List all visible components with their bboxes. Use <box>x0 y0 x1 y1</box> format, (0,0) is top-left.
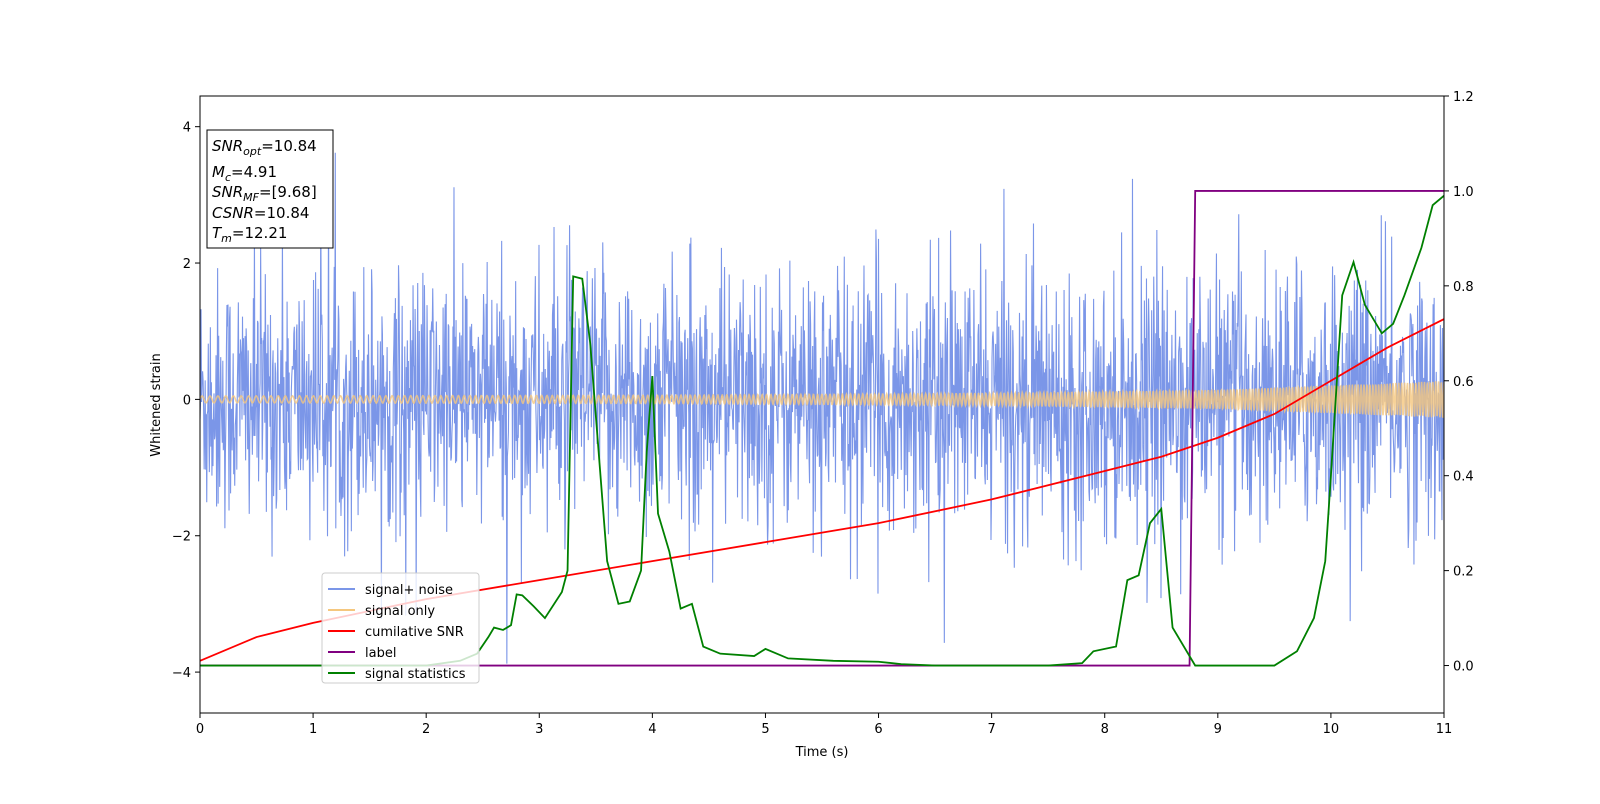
right-y-tick-label: 1.0 <box>1453 185 1474 200</box>
x-tick-label: 6 <box>874 722 882 737</box>
x-tick-label: 4 <box>648 722 656 737</box>
x-axis-ticks: 0 1 2 3 4 5 6 7 8 9 10 11 <box>196 713 1452 737</box>
right-y-tick-label: 0.6 <box>1453 375 1474 390</box>
x-tick-label: 8 <box>1101 722 1109 737</box>
legend-item-signal-only: signal only <box>328 604 435 619</box>
right-y-tick-label: 0.0 <box>1453 660 1474 675</box>
info-snr-opt: SNRopt=10.84 <box>212 137 317 158</box>
legend: signal+ noise signal only cumilative SNR la… <box>321 572 480 684</box>
legend-label: label <box>365 646 396 661</box>
x-tick-label: 9 <box>1214 722 1222 737</box>
series-signal-noise <box>200 152 1444 664</box>
info-snr-mf: SNRMF=[9.68] <box>212 183 317 204</box>
x-tick-label: 10 <box>1323 722 1340 737</box>
info-mc: Mc=4.91 <box>212 163 277 184</box>
legend-label: signal+ noise <box>365 583 453 598</box>
x-tick-label: 1 <box>309 722 317 737</box>
legend-label: signal only <box>365 604 435 619</box>
info-tm: Tm=12.21 <box>212 224 287 245</box>
right-y-axis-ticks: 0.0 0.2 0.4 0.6 0.8 1.0 1.2 <box>1444 90 1474 675</box>
series-signal-statistics <box>200 194 1444 667</box>
y-axis-title: Whitened strain <box>149 353 164 456</box>
right-y-tick-label: 0.8 <box>1453 280 1474 295</box>
right-y-tick-label: 1.2 <box>1453 90 1474 105</box>
x-tick-label: 3 <box>535 722 543 737</box>
series-label <box>200 190 1444 667</box>
left-y-axis-ticks: −4 −2 0 2 4 <box>172 121 200 681</box>
info-box-frame <box>206 129 334 249</box>
info-csnr: CSNR=10.84 <box>212 204 309 222</box>
x-tick-label: 5 <box>761 722 769 737</box>
left-y-tick-label: 2 <box>183 257 191 272</box>
x-axis-title: Time (s) <box>795 745 849 760</box>
x-tick-label: 0 <box>196 722 204 737</box>
left-y-tick-label: 4 <box>183 121 191 136</box>
left-y-tick-label: −4 <box>172 666 191 681</box>
legend-label: signal statistics <box>365 667 466 682</box>
legend-item-cumulative-snr: cumilative SNR <box>328 625 464 640</box>
legend-frame <box>321 572 480 684</box>
right-y-tick-label: 0.2 <box>1453 565 1474 580</box>
legend-item-label: label <box>328 646 396 661</box>
info-box: SNRopt=10.84 Mc=4.91 SNRMF=[9.68] CSNR=1… <box>206 129 334 249</box>
x-tick-label: 7 <box>987 722 995 737</box>
x-tick-label: 2 <box>422 722 430 737</box>
legend-item-signal-noise: signal+ noise <box>328 583 453 598</box>
plot-frame <box>199 95 1445 714</box>
legend-item-signal-statistics: signal statistics <box>328 667 466 682</box>
series-signal-only <box>200 380 1444 418</box>
left-y-tick-label: 0 <box>183 393 191 408</box>
left-y-tick-label: −2 <box>172 530 191 545</box>
legend-label: cumilative SNR <box>365 625 464 640</box>
x-tick-label: 11 <box>1436 722 1453 737</box>
right-y-tick-label: 0.4 <box>1453 470 1474 485</box>
